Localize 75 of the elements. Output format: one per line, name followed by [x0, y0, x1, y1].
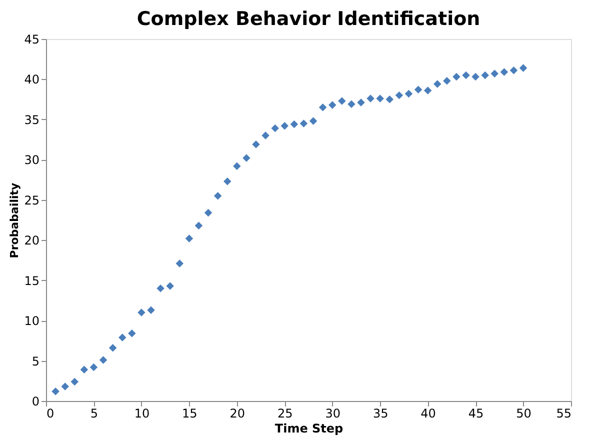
point — [61, 382, 69, 390]
point — [309, 117, 318, 125]
x-tick-label: 5 — [90, 406, 98, 420]
point — [404, 90, 413, 98]
point — [108, 344, 117, 352]
y-tick-label: 10 — [24, 314, 40, 328]
point — [233, 162, 241, 170]
y-tick-label: 45 — [24, 32, 40, 46]
x-tick-label: 35 — [372, 406, 388, 420]
point — [223, 178, 232, 186]
x-axis-title: Time Step — [274, 422, 344, 436]
point — [443, 76, 451, 85]
point — [118, 334, 126, 342]
y-tick-label: 20 — [24, 234, 40, 248]
point — [70, 378, 79, 386]
x-tick-label: 0 — [46, 406, 54, 420]
x-tick-label: 10 — [134, 406, 150, 420]
point — [176, 260, 184, 268]
y-tick-label: 0 — [32, 394, 40, 408]
point — [52, 387, 60, 396]
y-tick-label: 25 — [24, 193, 40, 208]
point — [328, 101, 336, 109]
point — [376, 94, 384, 102]
point — [194, 222, 203, 230]
point — [280, 122, 289, 130]
point — [271, 124, 279, 132]
point — [424, 86, 432, 94]
point — [395, 91, 404, 100]
point — [147, 306, 155, 314]
x-tick-label: 45 — [468, 406, 484, 420]
x-tick-label: 30 — [325, 406, 341, 420]
x-tick-label: 25 — [277, 406, 293, 420]
x-tick-label: 50 — [516, 406, 532, 420]
x-tick-label: 20 — [230, 406, 246, 420]
point — [500, 68, 508, 76]
point — [252, 140, 260, 148]
point — [510, 66, 518, 74]
x-tick-label: 15 — [182, 406, 198, 420]
point — [204, 208, 212, 217]
point — [414, 86, 422, 94]
point — [300, 120, 308, 128]
point — [156, 284, 164, 292]
y-tick-label: 15 — [24, 274, 40, 288]
point — [338, 97, 346, 105]
point — [138, 308, 146, 316]
point — [481, 71, 489, 80]
point — [80, 366, 88, 374]
point — [366, 94, 374, 102]
point — [99, 356, 108, 364]
point — [519, 64, 528, 72]
point — [262, 132, 270, 140]
x-tick-label: 40 — [420, 406, 436, 420]
point — [290, 120, 298, 128]
point — [348, 100, 356, 108]
point — [472, 72, 480, 81]
point — [462, 71, 470, 80]
point — [433, 80, 442, 88]
y-tick-label: 30 — [24, 153, 40, 168]
point — [166, 282, 174, 290]
point — [90, 363, 98, 372]
point — [386, 95, 394, 104]
point — [185, 234, 194, 242]
point — [214, 192, 222, 200]
point — [128, 330, 136, 338]
chart-title: Complex Behavior Identification — [136, 8, 480, 30]
point — [242, 154, 250, 162]
point — [357, 98, 365, 106]
y-tick-label: 40 — [24, 72, 40, 87]
y-tick-label: 5 — [32, 354, 40, 368]
point — [318, 104, 327, 112]
point — [490, 70, 499, 78]
y-tick-label: 35 — [24, 112, 40, 127]
point — [452, 72, 460, 81]
y-axis-title: Probabaility — [8, 182, 22, 258]
x-tick-label: 55 — [556, 406, 572, 420]
